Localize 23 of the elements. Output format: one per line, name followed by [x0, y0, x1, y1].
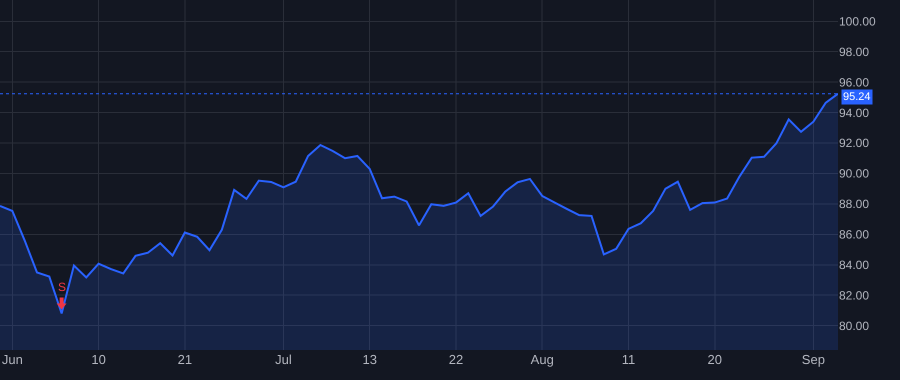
x-tick-label: 10 [91, 352, 106, 367]
y-tick-label: 96.00 [839, 75, 870, 90]
x-tick-label: 22 [448, 352, 464, 367]
y-tick-label: 80.00 [839, 318, 870, 333]
x-tick-label: Jun [2, 352, 23, 367]
ref-line-label: 95.24 [843, 91, 871, 103]
y-tick-label: 98.00 [839, 44, 870, 59]
y-tick-label: 88.00 [839, 197, 870, 212]
x-tick-label: 11 [622, 352, 636, 367]
x-tick-label: 21 [178, 352, 192, 367]
x-tick-label: 13 [362, 352, 377, 367]
x-tick-label: Aug [530, 352, 554, 367]
y-tick-label: 84.00 [839, 258, 870, 272]
y-tick-label: 86.00 [839, 228, 870, 242]
annotation: S [58, 280, 66, 294]
y-tick-label: 82.00 [839, 288, 870, 302]
x-tick-label: Jul [275, 352, 292, 367]
x-tick-label: 20 [708, 352, 722, 367]
y-tick-label: 100.00 [839, 14, 876, 28]
y-tick-label: 94.00 [839, 106, 870, 120]
y-tick-label: 90.00 [839, 166, 870, 181]
y-tick-label: 92.00 [839, 136, 870, 150]
x-tick-label: Sep [802, 352, 825, 367]
